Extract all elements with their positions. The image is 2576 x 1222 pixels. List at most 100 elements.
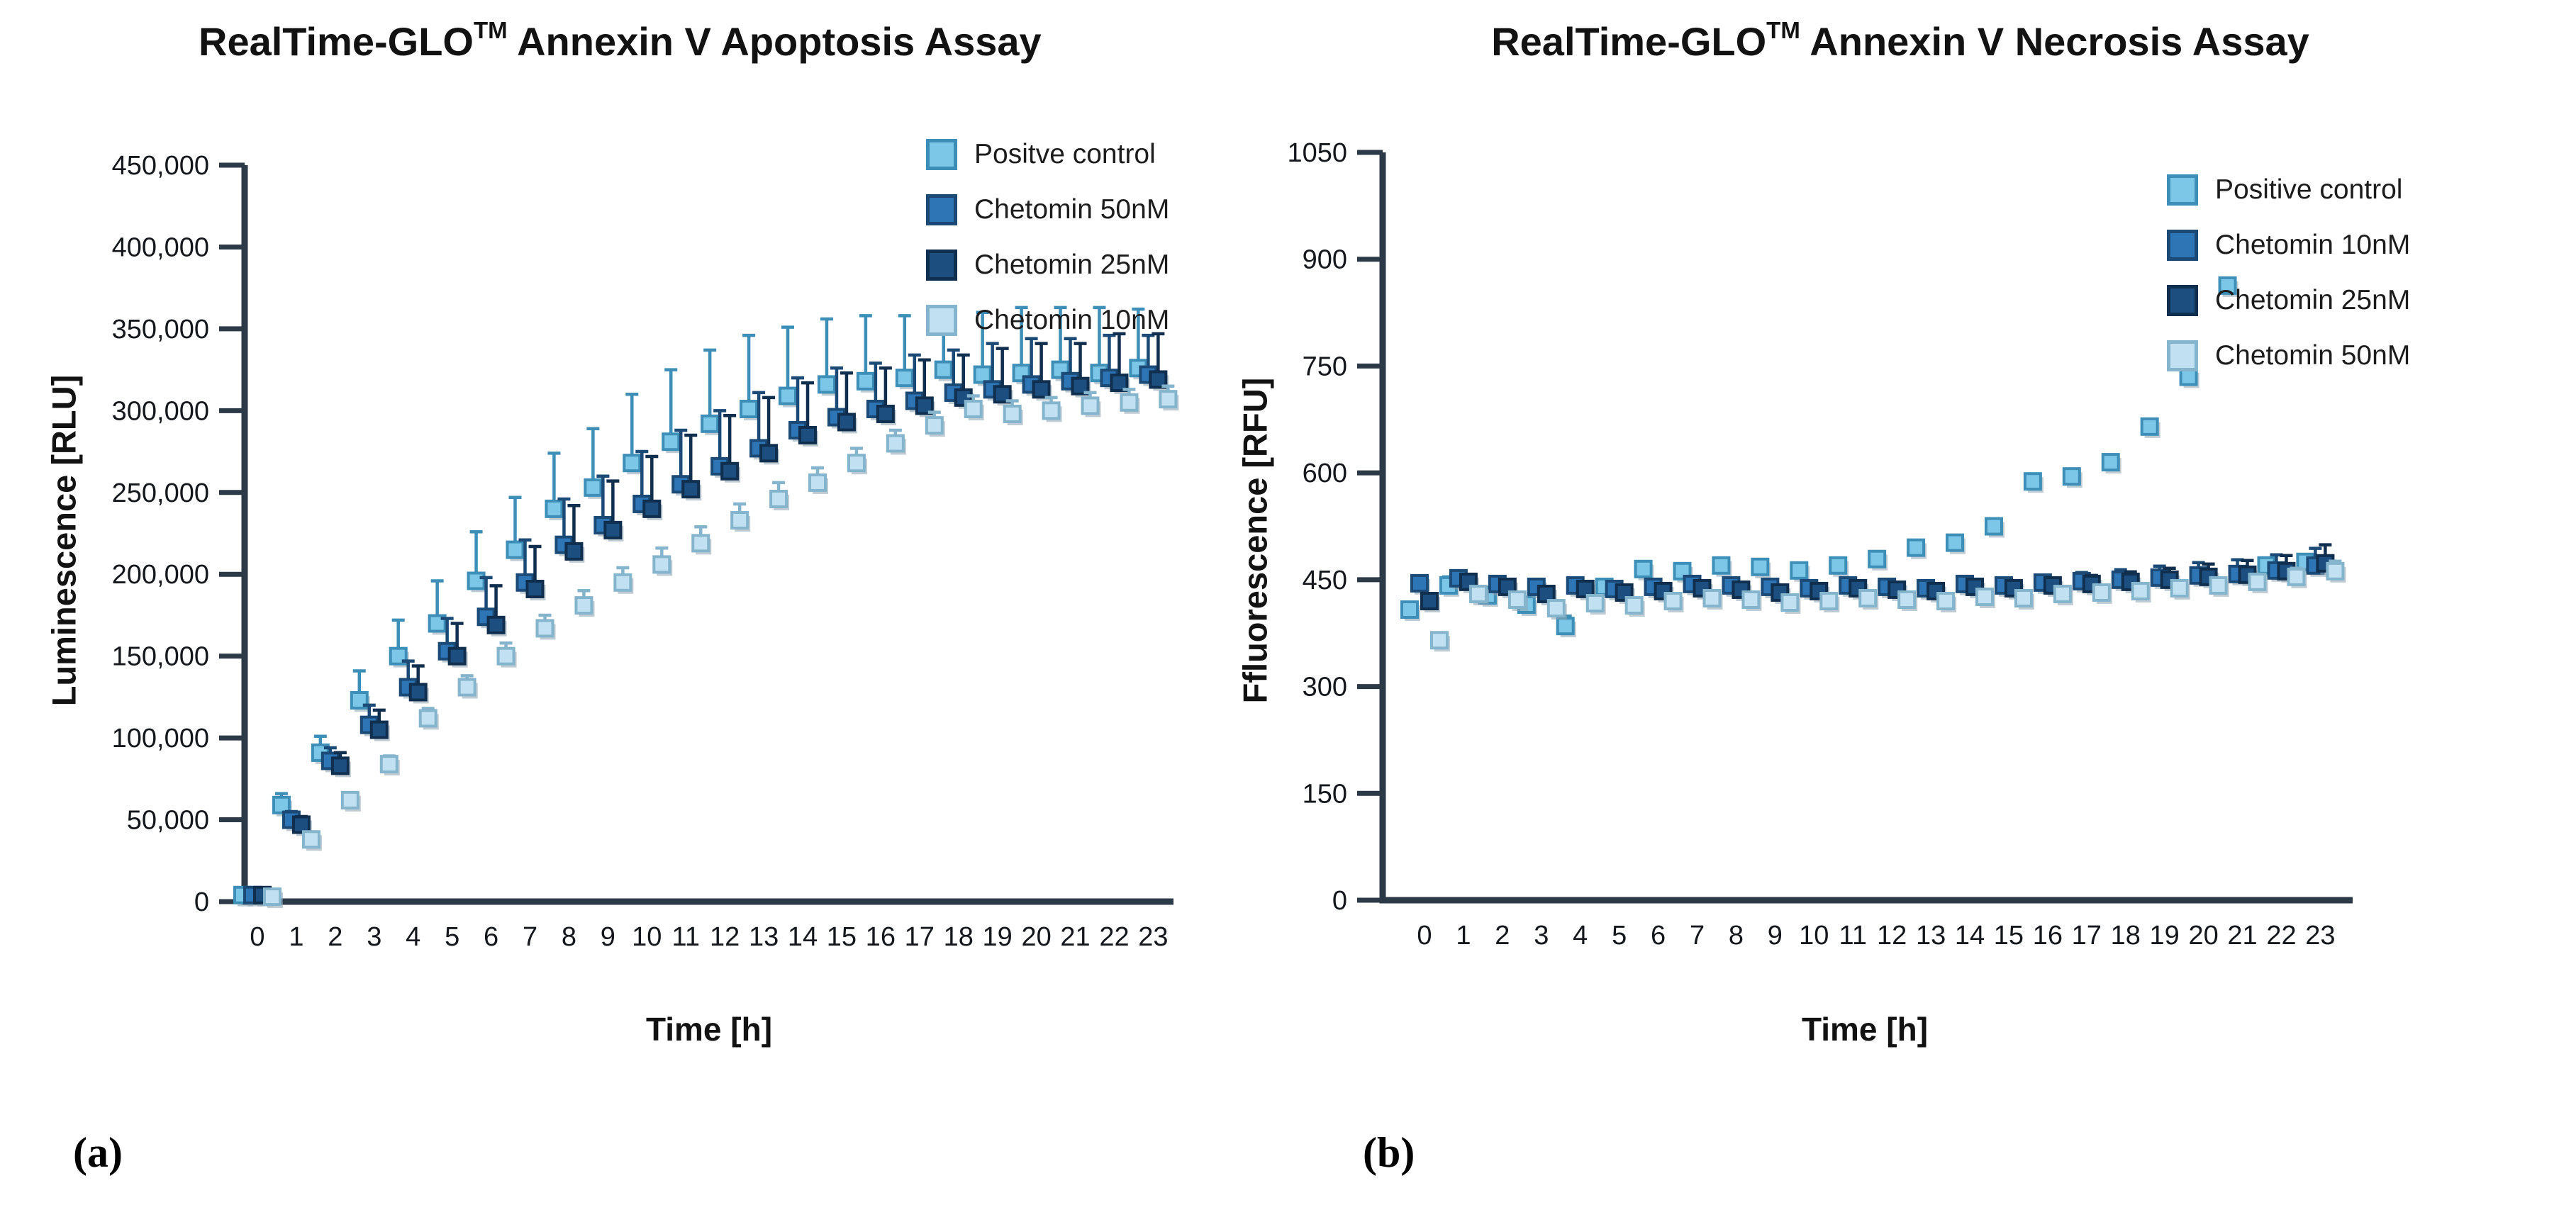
necrosis-y-tick-label: 0 [1332, 886, 1347, 916]
data-point [564, 542, 584, 561]
data-point [613, 573, 632, 592]
necrosis-x-tick-label: 16 [2033, 921, 2063, 951]
data-point [798, 425, 818, 444]
data-point [895, 369, 914, 388]
apoptosis-y-tick-label: 200,000 [112, 560, 209, 590]
data-point [1546, 599, 1566, 618]
data-point [1751, 557, 1770, 576]
data-point [1897, 590, 1917, 609]
necrosis-y-tick-label: 450 [1303, 566, 1347, 595]
apoptosis-x-tick-label: 13 [749, 922, 779, 952]
panel-a-x-axis-label: Time [h] [645, 1011, 773, 1048]
data-point [964, 400, 983, 419]
necrosis-x-tick-label: 12 [1877, 921, 1907, 951]
apoptosis-x-tick-label: 19 [983, 922, 1013, 952]
apoptosis-y-tick-label: 150,000 [112, 642, 209, 672]
apoptosis-x-tick-label: 17 [905, 922, 935, 952]
apoptosis-x-tick-label: 4 [406, 922, 420, 952]
apoptosis-x-tick-label: 12 [710, 922, 740, 952]
data-point [2014, 588, 2033, 607]
data-point [623, 454, 642, 473]
necrosis-x-tick-label: 9 [1768, 921, 1783, 951]
data-point [1071, 376, 1090, 396]
title-a-tm-superscript: TM [473, 17, 508, 44]
data-point [1420, 592, 1439, 610]
legend-swatch-icon [2167, 174, 2198, 206]
data-point [973, 365, 992, 384]
legend-swatch-icon [2167, 340, 2198, 371]
legend-swatch-icon [2167, 230, 2198, 261]
data-point [535, 619, 554, 638]
data-point [1663, 592, 1683, 610]
apoptosis-series-chetomin-25nm [253, 332, 1169, 907]
apoptosis-y-tick-label: 0 [194, 887, 209, 917]
data-point [1780, 593, 1800, 612]
necrosis-x-tick-label: 10 [1799, 921, 1829, 951]
apoptosis-x-tick-label: 8 [562, 922, 576, 952]
necrosis-x-tick-label: 8 [1729, 921, 1744, 951]
data-point [1936, 592, 1956, 610]
necrosis-x-tick-label: 3 [1534, 921, 1549, 951]
data-point [837, 413, 856, 432]
necrosis-y-tick-label: 600 [1303, 459, 1347, 488]
apoptosis-axes: 0 50,000 100,000 150,000 200,000 250,000 300,0… [112, 151, 1173, 952]
data-point [730, 511, 749, 530]
panel-b-x-axis-label: Time [h] [1801, 1011, 1929, 1048]
data-point [925, 416, 944, 435]
legend-label: Chetomin 50nM [2215, 340, 2411, 371]
apoptosis-x-tick-label: 2 [328, 922, 342, 952]
legend-item-positve-control: Positve control [926, 139, 1169, 170]
data-point [2140, 417, 2159, 436]
necrosis-x-tick-label: 20 [2188, 921, 2218, 951]
necrosis-x-tick-label: 5 [1612, 921, 1627, 951]
data-point [2209, 576, 2228, 595]
data-point [642, 499, 662, 518]
data-point [369, 720, 389, 739]
data-point [2326, 561, 2345, 581]
data-point [808, 473, 827, 492]
apoptosis-y-tick-label: 450,000 [112, 151, 209, 181]
data-point [701, 414, 720, 433]
data-point [847, 454, 866, 473]
apoptosis-x-tick-label: 3 [367, 922, 381, 952]
necrosis-x-tick-label: 1 [1456, 921, 1471, 951]
data-point [496, 646, 515, 666]
data-point [720, 461, 740, 481]
data-point [779, 386, 798, 405]
panel-b-y-axis-label: Ffluorescence [RFU] [1236, 377, 1274, 704]
data-point [408, 683, 428, 702]
necrosis-x-tick-label: 0 [1417, 921, 1432, 951]
data-point [457, 678, 476, 697]
data-point [2131, 581, 2150, 600]
data-point [1790, 561, 1809, 580]
data-point [1110, 374, 1129, 393]
data-point [652, 555, 671, 574]
necrosis-x-tick-label: 6 [1651, 921, 1666, 951]
data-point [1159, 390, 1178, 409]
data-point [856, 371, 875, 391]
data-point [1576, 579, 1595, 598]
apoptosis-y-tick-label: 300,000 [112, 396, 209, 426]
data-point [876, 404, 895, 423]
apoptosis-x-tick-label: 20 [1021, 922, 1051, 952]
apoptosis-x-tick-label: 23 [1138, 922, 1168, 952]
data-point [340, 790, 359, 809]
data-point [817, 375, 836, 394]
apoptosis-y-tick-label: 400,000 [112, 232, 209, 262]
data-point [2248, 572, 2267, 591]
panel-b-legend: Positive control Chetomin 10nM Chetomin 25… [2167, 174, 2410, 371]
panel-apoptosis: 0 50,000 100,000 150,000 200,000 250,000 300,0… [112, 151, 1179, 952]
data-point [2062, 467, 2081, 486]
legend-item-chetomin-25nm: Chetomin 25nM [2167, 285, 2410, 316]
legend-swatch-icon [926, 139, 957, 170]
data-point [1410, 573, 1429, 593]
apoptosis-x-tick-label: 7 [523, 922, 537, 952]
legend-item-chetomin-10nm: Chetomin 10nM [2167, 230, 2410, 261]
data-point [1702, 588, 1722, 607]
data-point [1858, 588, 1878, 607]
data-point [584, 478, 603, 497]
data-point [915, 396, 934, 415]
data-point [934, 360, 953, 379]
